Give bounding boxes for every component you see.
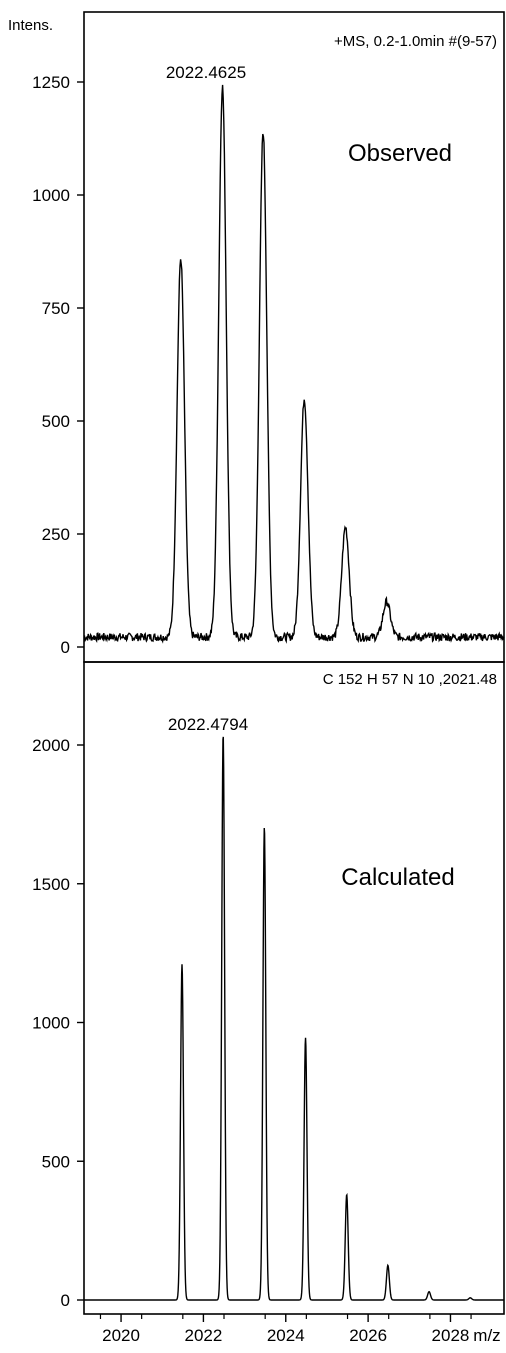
y-tick-label: 1250 [32,73,70,92]
y-tick-label: 500 [42,412,70,431]
observed-header: +MS, 0.2-1.0min #(9-57) [334,33,497,50]
x-tick-label: 2026 [349,1326,387,1345]
y-tick-label: 0 [61,1291,70,1310]
observed-panel-frame [83,11,505,663]
y-tick-label: 1500 [32,875,70,894]
x-axis-label: m/z [473,1326,500,1345]
y-axis-label: Intens. [8,17,53,34]
x-tick-label: 2024 [267,1326,305,1345]
y-tick-label: 1000 [32,1014,70,1033]
observed-title: Observed [348,140,452,167]
calculated-peak-label: 2022.4794 [168,715,248,734]
calculated-spectrum-line [84,736,504,1301]
x-axis: 2020 2022 2024 2026 2028 [99,1314,472,1345]
observed-peak-label: 2022.4625 [166,63,246,82]
calculated-y-axis: 0 500 1000 1500 2000 [32,736,84,1310]
y-tick-label: 250 [42,525,70,544]
x-tick-label: 2020 [102,1326,140,1345]
calculated-panel-frame [83,661,505,1315]
x-tick-label: 2028 [432,1326,470,1345]
calculated-header: C 152 H 57 N 10 ,2021.48 [323,671,497,688]
y-tick-label: 2000 [32,736,70,755]
x-tick-label: 2022 [184,1326,222,1345]
y-tick-label: 0 [61,638,70,657]
y-tick-label: 750 [42,299,70,318]
calculated-title: Calculated [341,864,454,891]
observed-spectrum-line [83,84,505,644]
observed-y-axis: 0 250 500 750 1000 1250 [32,73,84,657]
y-tick-label: 500 [42,1152,70,1171]
y-tick-label: 1000 [32,186,70,205]
